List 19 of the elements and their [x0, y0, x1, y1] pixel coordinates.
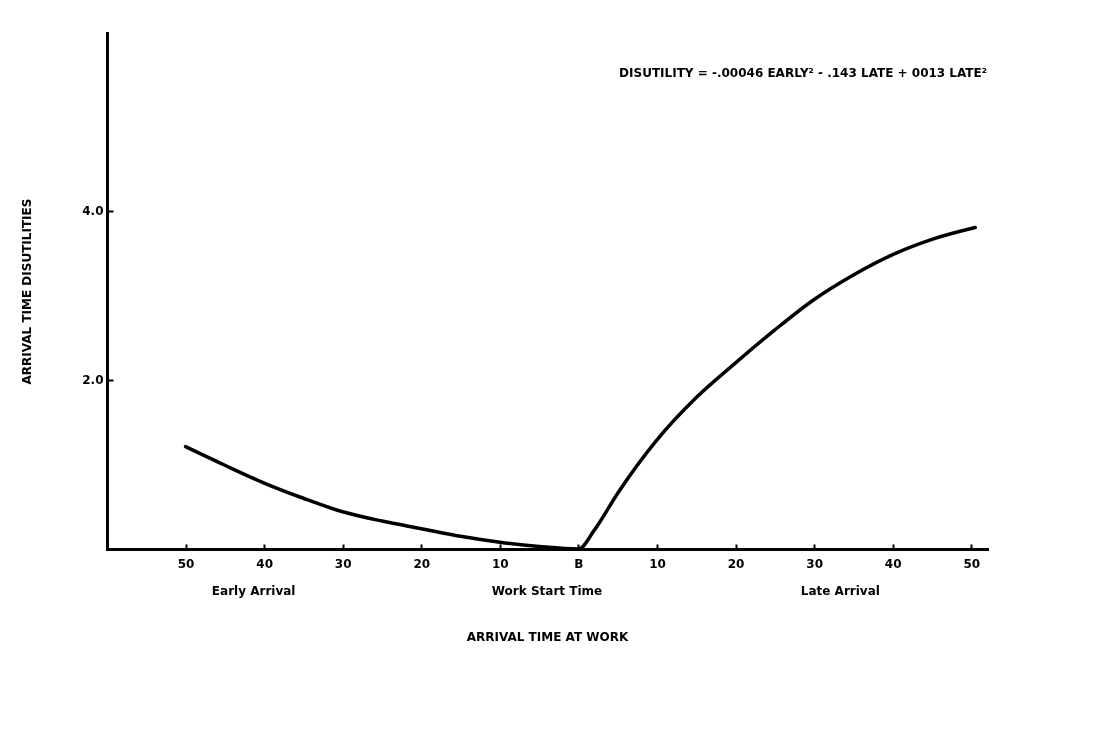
- x-axis-title: ARRIVAL TIME AT WORK: [466, 629, 629, 644]
- text: Late Arrival: [800, 584, 880, 598]
- x-tick-label: 50: [177, 556, 195, 571]
- x-tick-label: 30: [806, 556, 823, 571]
- y-axis-title: ARRIVAL TIME DISUTILITIES: [20, 198, 35, 385]
- y-tick-label: 4.0: [82, 204, 104, 219]
- x-tick-label: 10: [492, 556, 509, 571]
- text: Work Start Time: [491, 584, 603, 598]
- text: Early Arrival: [211, 584, 296, 598]
- x-tick-label: B: [574, 556, 584, 571]
- x-tick-label: 40: [884, 556, 902, 571]
- annotation: DISUTILITY = -.00046 EARLY² - .143 LATE + 0013 LATE²: [619, 66, 987, 80]
- y-tick-label: 2.0: [82, 373, 104, 388]
- x-tick-label: 20: [727, 556, 745, 571]
- x-tick-label: 50: [963, 556, 981, 571]
- x-tick-label: 30: [334, 556, 352, 571]
- x-tick-label: 40: [256, 556, 273, 571]
- x-tick-label: 20: [413, 556, 431, 571]
- x-tick-label: 10: [649, 556, 666, 571]
